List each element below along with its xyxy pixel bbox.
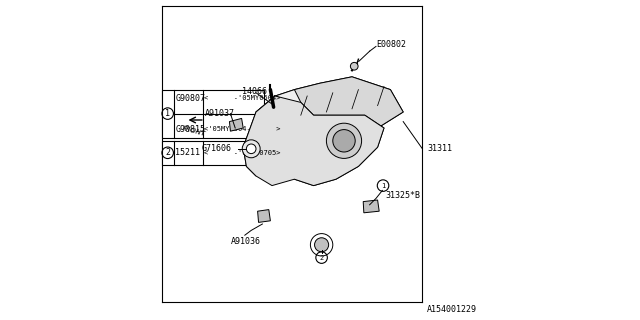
Text: 14066: 14066 <box>242 87 267 96</box>
Circle shape <box>315 238 329 252</box>
Circle shape <box>246 144 256 154</box>
Text: G90807: G90807 <box>175 93 205 102</box>
Circle shape <box>351 62 358 70</box>
Polygon shape <box>364 200 380 213</box>
Text: E00802: E00802 <box>376 40 406 49</box>
Text: <      -'05MY0504>: < -'05MY0504> <box>204 95 281 101</box>
Text: 31311: 31311 <box>428 144 452 153</box>
Text: 2: 2 <box>165 148 170 157</box>
Bar <box>161 141 264 165</box>
Text: <'05MY0504-      >: <'05MY0504- > <box>204 126 281 132</box>
Polygon shape <box>230 118 243 131</box>
Polygon shape <box>243 90 301 176</box>
Text: G90815: G90815 <box>175 125 205 134</box>
Circle shape <box>242 140 260 158</box>
Text: A154001229: A154001229 <box>427 305 477 314</box>
Polygon shape <box>256 77 403 141</box>
Text: A91036: A91036 <box>230 237 260 246</box>
Text: 1: 1 <box>381 183 385 188</box>
Polygon shape <box>275 77 403 186</box>
Text: 15211: 15211 <box>175 148 200 157</box>
Circle shape <box>333 130 355 152</box>
Polygon shape <box>243 96 384 186</box>
Circle shape <box>326 123 362 158</box>
Text: 31325*B: 31325*B <box>385 191 420 200</box>
Bar <box>161 90 264 138</box>
Text: 1: 1 <box>165 109 170 118</box>
Polygon shape <box>258 210 270 222</box>
Text: <      -'08MY0705>: < -'08MY0705> <box>204 150 281 156</box>
Text: FRONT: FRONT <box>181 125 206 137</box>
Text: A91037: A91037 <box>205 109 235 118</box>
Text: 2: 2 <box>319 255 324 260</box>
Text: G71606: G71606 <box>202 144 232 153</box>
